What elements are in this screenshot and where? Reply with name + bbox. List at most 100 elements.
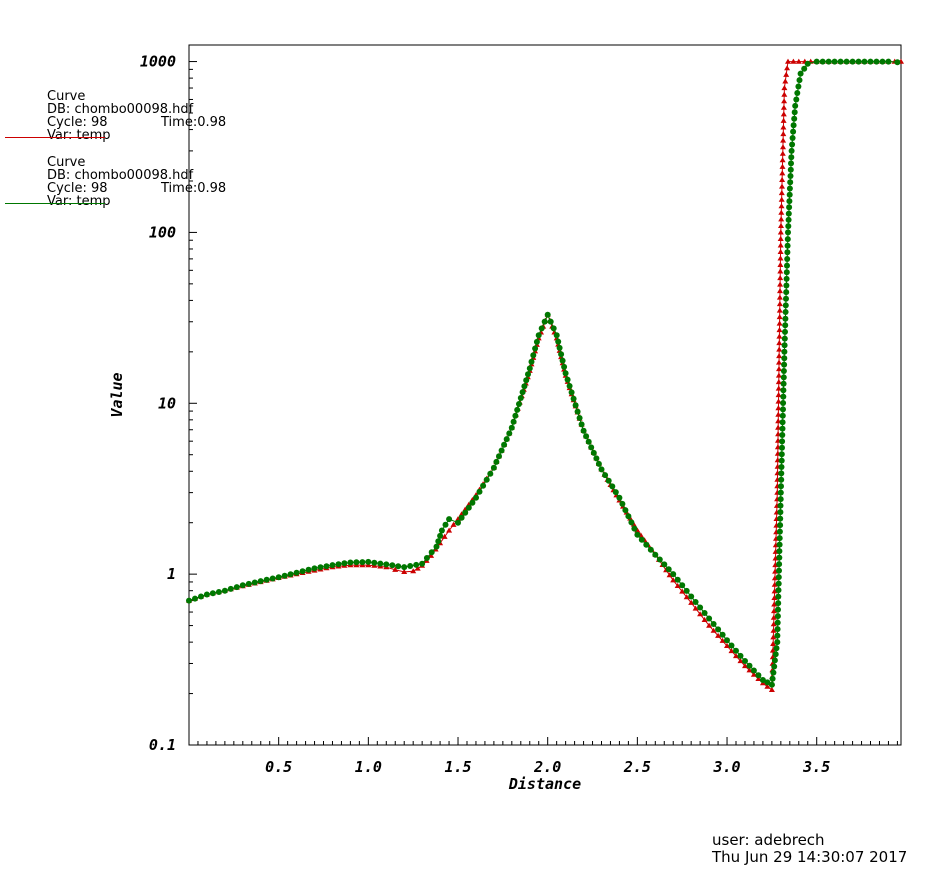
data-point [541,318,548,325]
data-point [528,358,535,365]
data-point [656,556,663,563]
data-point [785,223,792,230]
data-point [797,70,804,77]
data-point [198,593,204,600]
data-point [780,111,787,117]
data-point [643,541,650,548]
data-point [776,561,783,568]
data-point [719,637,726,643]
legend-line-swatch-red [5,137,105,138]
data-point [819,58,826,65]
data-point [493,458,500,465]
data-point [317,564,324,571]
data-point [775,580,782,587]
legend-cycle: Cycle: 98 [47,115,108,130]
data-point [750,667,757,674]
data-point [458,514,465,521]
data-point [580,427,587,434]
data-point [233,584,240,591]
data-point [305,566,312,573]
data-point [530,352,537,359]
data-point [442,521,449,528]
data-point [777,281,784,287]
data-point [245,580,252,587]
data-point [215,589,222,595]
data-point [778,483,784,490]
data-point [487,470,494,477]
data-point [419,560,426,567]
series-line-1 [188,61,901,691]
data-point [788,147,795,154]
data-point [873,58,880,65]
data-point [383,561,390,568]
data-point [665,566,672,573]
data-point [401,568,408,574]
data-point [724,642,730,648]
data-point [779,419,786,426]
data-point [371,559,378,566]
data-point [465,504,472,511]
x-minor-ticks [197,737,898,745]
data-point [679,588,686,594]
data-point [710,627,717,633]
data-point [779,157,786,163]
data-point [804,60,811,67]
data-point [776,314,783,320]
data-point [683,594,690,600]
data-point [335,561,342,568]
data-point [779,412,786,419]
data-point [879,58,886,65]
data-point [786,185,793,192]
data-point [661,561,668,568]
data-point [550,325,557,332]
data-point [771,594,778,600]
data-point [473,494,479,501]
data-point [776,353,783,359]
data-point [697,604,704,611]
data-point [353,559,360,566]
data-point [670,577,677,583]
data-point [688,599,695,605]
data-point [773,645,780,652]
data-point [776,301,783,307]
data-point [737,652,744,659]
data-point [786,191,793,198]
data-point [776,327,783,333]
data-point [503,436,510,443]
data-point [787,173,794,179]
data-point [777,275,784,281]
data-point [782,328,788,335]
data-point [775,593,782,600]
legend-time: Time:0.98 [161,115,227,130]
y-tick-labels: 0.1 1 10 100 1000 [140,53,176,754]
data-point [612,489,619,496]
data-point [775,600,782,607]
data-point [622,507,629,514]
data-point [572,402,579,409]
data-point [782,78,789,84]
data-point [628,519,635,526]
data-point [778,190,785,196]
data-point [790,58,797,64]
data-point [771,581,778,587]
data-point [209,590,216,597]
data-point [780,124,787,130]
data-point [778,209,785,215]
data-point [715,626,722,633]
data-point [780,137,787,143]
data-point [779,183,785,189]
data-point [776,567,782,574]
data-point [791,109,798,116]
data-point [775,392,782,398]
data-point [777,268,784,274]
data-point [774,619,781,626]
data-point [775,606,781,613]
data-point [771,575,778,581]
data-point [885,58,892,65]
data-point [733,653,739,659]
data-point [523,377,530,384]
data-point [793,96,800,103]
data-point [776,541,783,548]
legend-var: Var: temp [47,194,111,209]
data-point [568,389,575,396]
